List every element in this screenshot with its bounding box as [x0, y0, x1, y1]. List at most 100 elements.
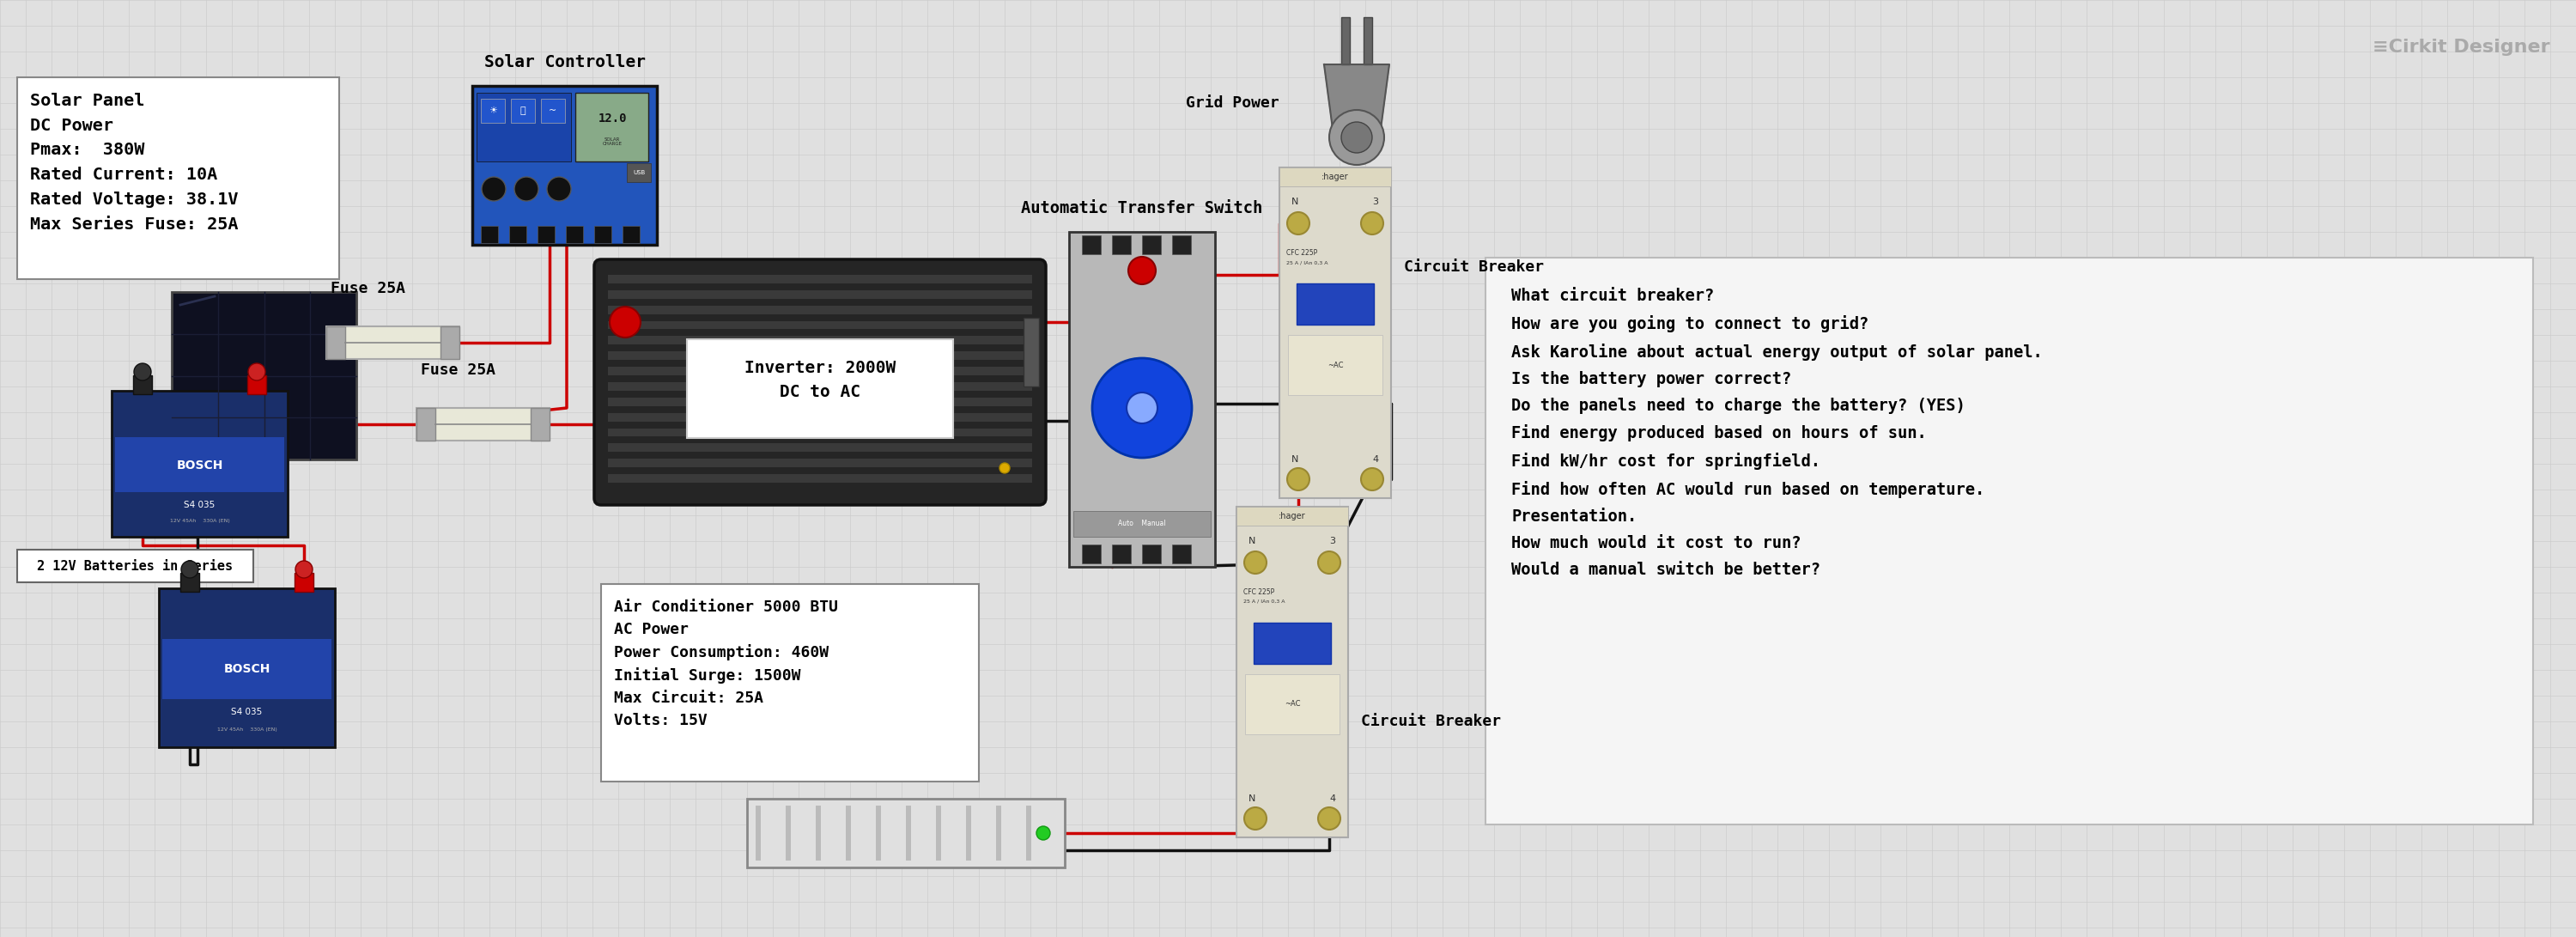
- Bar: [1280, 168, 1391, 186]
- Text: Air Conditioner 5000 BTU
AC Power
Power Consumption: 460W
Initial Surge: 1500W
M: Air Conditioner 5000 BTU AC Power Power …: [613, 600, 837, 728]
- Bar: [755, 806, 760, 860]
- Bar: [1244, 675, 1340, 735]
- Bar: [160, 588, 335, 747]
- Text: 4: 4: [1329, 795, 1337, 803]
- Circle shape: [515, 177, 538, 201]
- Bar: [567, 226, 582, 243]
- Bar: [608, 428, 1033, 437]
- Text: 12V 45Ah    330A (EN): 12V 45Ah 330A (EN): [216, 727, 276, 732]
- Text: 4: 4: [1373, 455, 1378, 464]
- Bar: [482, 226, 497, 243]
- Bar: [747, 798, 1064, 868]
- Circle shape: [134, 364, 152, 380]
- Bar: [817, 806, 822, 860]
- Bar: [111, 391, 289, 537]
- Bar: [294, 573, 314, 592]
- Bar: [876, 806, 881, 860]
- Bar: [1141, 544, 1162, 563]
- Bar: [1486, 258, 2532, 825]
- Text: BOSCH: BOSCH: [224, 663, 270, 676]
- Bar: [608, 367, 1033, 376]
- Bar: [608, 305, 1033, 314]
- Bar: [1342, 17, 1350, 65]
- Bar: [1172, 544, 1190, 563]
- Text: 3: 3: [1329, 537, 1334, 545]
- Bar: [477, 93, 572, 161]
- FancyBboxPatch shape: [595, 260, 1046, 505]
- Bar: [966, 806, 971, 860]
- Bar: [1082, 544, 1100, 563]
- Bar: [1172, 235, 1190, 254]
- Bar: [173, 292, 355, 459]
- Text: Solar Controller: Solar Controller: [484, 54, 644, 70]
- Bar: [417, 408, 549, 440]
- Bar: [1025, 806, 1030, 860]
- Circle shape: [999, 463, 1010, 473]
- Text: 3: 3: [1373, 198, 1378, 206]
- Bar: [574, 93, 649, 161]
- Circle shape: [1128, 257, 1157, 284]
- Bar: [1023, 318, 1038, 386]
- Text: ≡Cirkit Designer: ≡Cirkit Designer: [2372, 38, 2550, 56]
- Bar: [1236, 507, 1347, 526]
- Bar: [608, 459, 1033, 468]
- Bar: [1113, 544, 1131, 563]
- Bar: [18, 550, 252, 582]
- Bar: [18, 77, 340, 279]
- Bar: [247, 376, 265, 394]
- Circle shape: [1244, 808, 1267, 829]
- Bar: [471, 86, 657, 245]
- Text: S4 035: S4 035: [232, 708, 263, 717]
- Text: 25 A / IAn 0,3 A: 25 A / IAn 0,3 A: [1244, 600, 1285, 603]
- Text: CFC 225P: CFC 225P: [1244, 588, 1275, 596]
- Bar: [134, 376, 152, 394]
- Bar: [1296, 283, 1373, 324]
- Bar: [786, 806, 791, 860]
- Bar: [440, 326, 459, 359]
- Circle shape: [1342, 122, 1373, 153]
- Bar: [688, 339, 953, 438]
- Text: ☀: ☀: [489, 107, 497, 115]
- Text: Circuit Breaker: Circuit Breaker: [1404, 259, 1543, 275]
- Bar: [626, 163, 652, 182]
- Text: ~AC: ~AC: [1327, 361, 1342, 369]
- Bar: [608, 474, 1033, 483]
- Bar: [600, 584, 979, 781]
- Bar: [1069, 231, 1216, 567]
- Text: Automatic Transfer Switch: Automatic Transfer Switch: [1020, 201, 1262, 216]
- Text: Fuse 25A: Fuse 25A: [330, 281, 404, 296]
- Bar: [935, 806, 940, 860]
- Circle shape: [1329, 110, 1383, 165]
- Text: ~AC: ~AC: [1285, 700, 1301, 708]
- Bar: [608, 443, 1033, 452]
- Circle shape: [296, 561, 312, 578]
- Bar: [1141, 235, 1162, 254]
- Text: Solar Panel
DC Power
Pmax:  380W
Rated Current: 10A
Rated Voltage: 38.1V
Max Ser: Solar Panel DC Power Pmax: 380W Rated Cu…: [31, 93, 237, 232]
- Bar: [1363, 17, 1373, 65]
- Bar: [538, 226, 554, 243]
- Text: 12.0: 12.0: [598, 112, 626, 125]
- Circle shape: [611, 306, 641, 337]
- Bar: [608, 382, 1033, 391]
- Text: Auto    Manual: Auto Manual: [1118, 520, 1167, 528]
- Bar: [608, 320, 1033, 329]
- Bar: [482, 98, 505, 123]
- Text: 🔋: 🔋: [520, 107, 526, 115]
- Text: What circuit breaker?
How are you going to connect to grid?
Ask Karoline about a: What circuit breaker? How are you going …: [1512, 288, 2043, 578]
- Text: ~: ~: [549, 107, 556, 115]
- Bar: [623, 226, 639, 243]
- Text: 25 A / IAn 0,3 A: 25 A / IAn 0,3 A: [1285, 260, 1329, 264]
- Bar: [1236, 507, 1347, 838]
- Bar: [907, 806, 912, 860]
- Text: BOSCH: BOSCH: [175, 459, 224, 471]
- Circle shape: [1126, 393, 1157, 424]
- Circle shape: [247, 364, 265, 380]
- Bar: [510, 98, 536, 123]
- Circle shape: [1288, 212, 1309, 234]
- Bar: [595, 226, 611, 243]
- Bar: [1074, 511, 1211, 537]
- Bar: [180, 573, 198, 592]
- Bar: [608, 290, 1033, 299]
- Bar: [1280, 168, 1391, 498]
- Bar: [608, 336, 1033, 345]
